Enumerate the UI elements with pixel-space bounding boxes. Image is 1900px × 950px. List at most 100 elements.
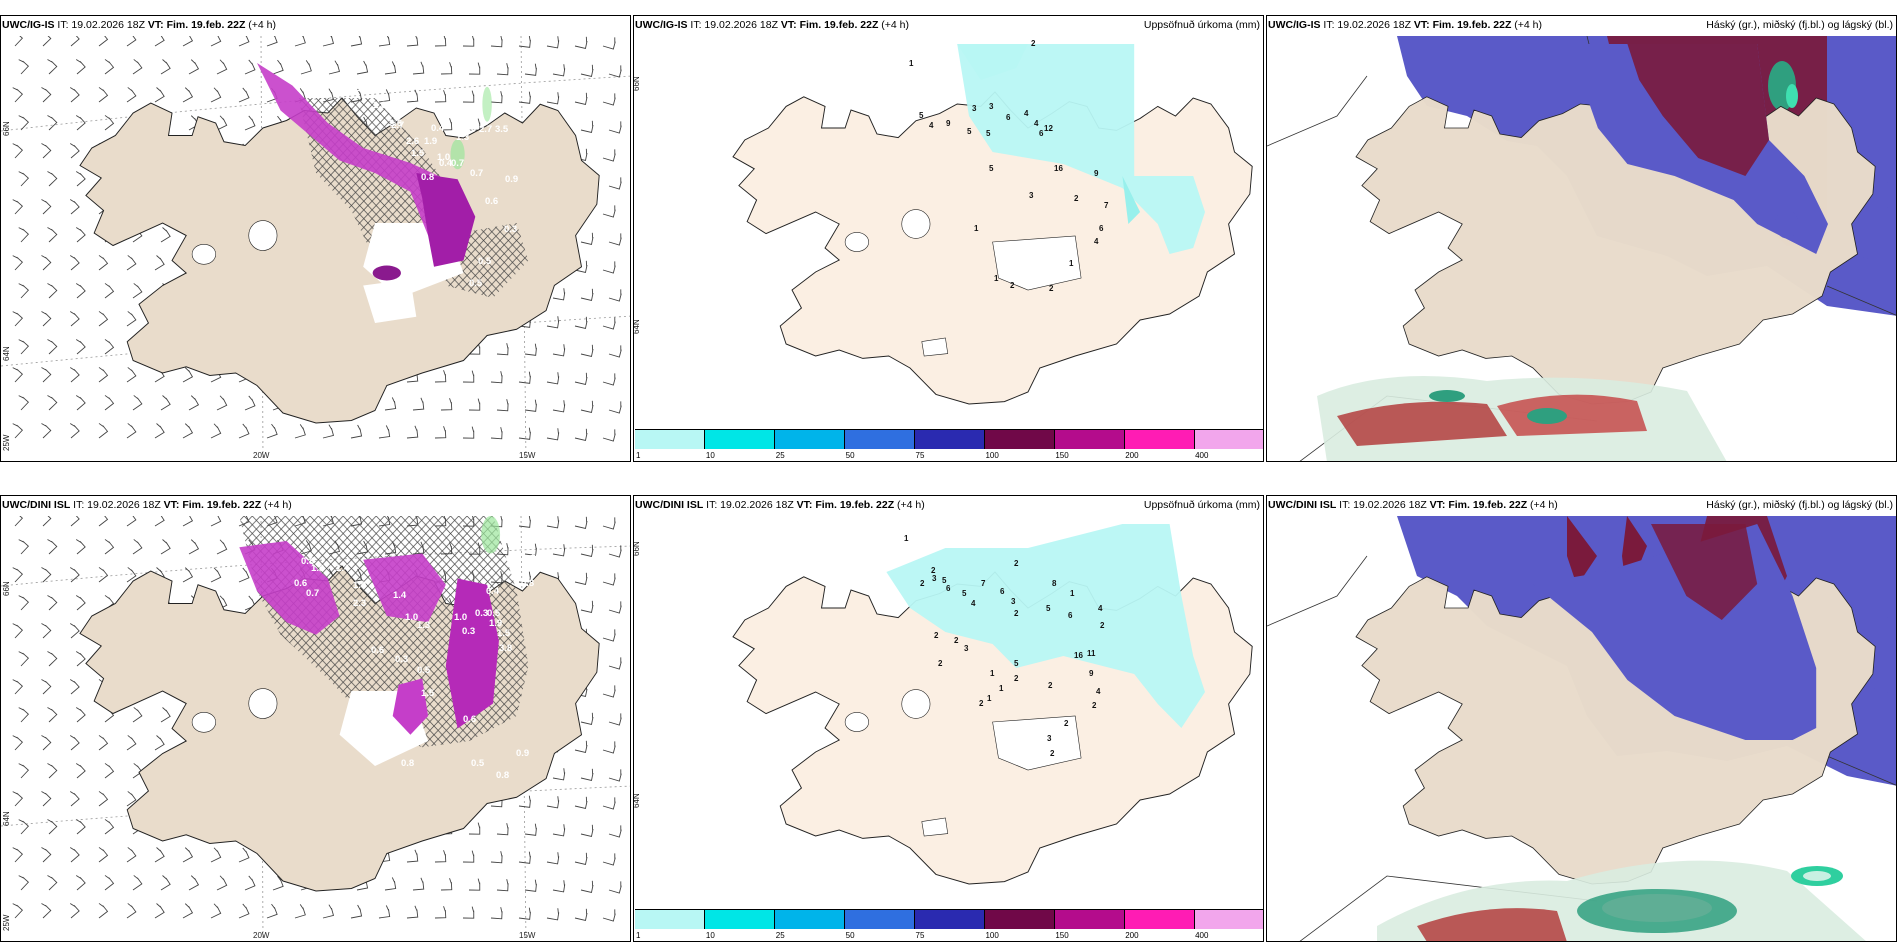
colorbar-swatch xyxy=(705,910,775,929)
wind-barb xyxy=(126,735,137,751)
wind-barb xyxy=(244,395,256,411)
panel-header: UWC/IG-IS IT: 19.02.2026 18Z VT: Fim. 19… xyxy=(1268,19,1542,31)
lat-label-66: 66N xyxy=(633,76,641,91)
map-value-label: 1.5 xyxy=(411,148,425,159)
wind-barb xyxy=(602,261,616,274)
wind-barb xyxy=(12,36,24,47)
map-value-label: 2 xyxy=(1014,559,1019,568)
wind-barb xyxy=(182,847,194,863)
map-value-label: 1 xyxy=(987,694,992,703)
wind-barb xyxy=(98,36,109,47)
wind-barb xyxy=(69,199,80,215)
map-value-label: 3 xyxy=(1011,597,1016,606)
map-value-label: 0.5 xyxy=(478,256,492,267)
map-value-label: 0.5 xyxy=(469,278,483,289)
wind-barb xyxy=(406,425,419,439)
wind-barb xyxy=(75,651,86,667)
wind-barb xyxy=(12,423,24,439)
wind-barb xyxy=(524,823,537,836)
valid-time: Fim. 19.feb. 22Z xyxy=(1432,19,1512,31)
wind-barb xyxy=(574,796,588,810)
wind-barb xyxy=(412,877,425,891)
map-value-label: 4 xyxy=(1098,604,1103,613)
wind-barb xyxy=(41,367,52,383)
wind-barb xyxy=(602,741,616,754)
map-value-label: 2 xyxy=(920,579,925,588)
map-value-label: 2.7 xyxy=(479,124,492,135)
wind-barb xyxy=(518,907,531,920)
map-value-label: 0.3 xyxy=(475,608,488,619)
wind-barb xyxy=(434,426,447,439)
wind-barb xyxy=(238,423,250,439)
map-value-label: 0.8 xyxy=(496,770,509,781)
wind-barb xyxy=(104,819,115,835)
wind-barb xyxy=(182,367,194,383)
wind-barb xyxy=(602,797,616,810)
valid-time-label: VT: xyxy=(163,499,180,511)
map-value-label: 3.8 xyxy=(499,643,512,654)
snow-map[interactable]: 0.81.9 1.40.60.71.92.31.41.01.31.00.30.51… xyxy=(1,516,631,942)
wind-barb xyxy=(75,59,86,75)
wind-barb xyxy=(104,395,115,411)
colorbar-swatch xyxy=(705,430,775,449)
wind-barb xyxy=(182,36,194,47)
panel-header: UWC/IG-IS IT: 19.02.2026 18Z VT: Fim. 19… xyxy=(2,19,276,31)
colorbar-tick-label: 200 xyxy=(1125,451,1139,460)
map-value-label: 1.6 xyxy=(373,100,386,111)
wind-barb xyxy=(518,91,531,104)
map-value-label: 9 xyxy=(946,119,951,128)
wind-barb xyxy=(47,651,58,667)
snow-depth-labels: 0.81.9 1.40.60.71.92.31.41.01.31.00.30.51… xyxy=(294,548,543,781)
wind-barb xyxy=(328,60,341,75)
map-value-label: 4 xyxy=(1096,687,1101,696)
init-time: IT: 19.02.2026 18Z xyxy=(1323,19,1411,31)
map-value-label: 9 xyxy=(1089,669,1094,678)
map-value-label: 12 xyxy=(1044,124,1053,133)
lon-label-25: 25W xyxy=(2,434,11,451)
map-value-label: 1.0 xyxy=(405,612,418,623)
wind-barb xyxy=(41,311,52,327)
wind-barb xyxy=(69,791,80,807)
wind-barb xyxy=(18,227,30,243)
wind-barb xyxy=(580,64,594,78)
wind-barb xyxy=(524,63,537,76)
wind-barb xyxy=(75,395,86,411)
cloud-map[interactable] xyxy=(1267,516,1897,942)
wind-barb xyxy=(98,903,109,919)
map-value-label: 2 xyxy=(934,631,939,640)
wind-barb xyxy=(47,59,58,75)
map-value-label: 5 xyxy=(962,589,967,598)
colorbar-tick-label: 150 xyxy=(1055,451,1069,460)
wind-barb xyxy=(546,92,560,105)
snow-map[interactable]: 0.81.01.60.92.73.62.6 1.90.4 0.51.32.7 3.51… xyxy=(1,36,631,462)
wind-barb xyxy=(160,875,171,891)
wind-barb xyxy=(98,516,109,527)
wind-barb xyxy=(126,255,137,271)
wind-barb xyxy=(546,516,560,529)
map-value-label: 1.0 xyxy=(454,612,467,623)
colorbar-tick-label: 400 xyxy=(1195,931,1209,940)
wind-barb xyxy=(574,908,588,922)
wind-barb xyxy=(524,543,537,556)
wind-barb xyxy=(98,735,109,751)
wind-barb xyxy=(496,399,509,412)
panel-title: Háský (gr.), miðský (fj.bl.) og lágský (… xyxy=(1706,19,1893,31)
wind-barb xyxy=(75,819,86,835)
map-value-label: 2.6 xyxy=(406,136,419,147)
colorbar-swatch xyxy=(915,910,985,929)
map-value-label: 5 xyxy=(967,127,972,136)
wind-barb xyxy=(490,91,503,104)
map-value-label: 2 xyxy=(1064,719,1069,728)
colorbar-swatch xyxy=(915,430,985,449)
wind-barb xyxy=(12,735,24,751)
cloud-map[interactable] xyxy=(1267,36,1897,462)
wind-barb xyxy=(69,367,80,383)
wind-barb xyxy=(12,847,24,863)
wind-barb xyxy=(18,651,30,667)
wind-barb xyxy=(490,371,503,384)
wind-barb xyxy=(69,516,80,527)
wind-barb xyxy=(266,903,278,919)
